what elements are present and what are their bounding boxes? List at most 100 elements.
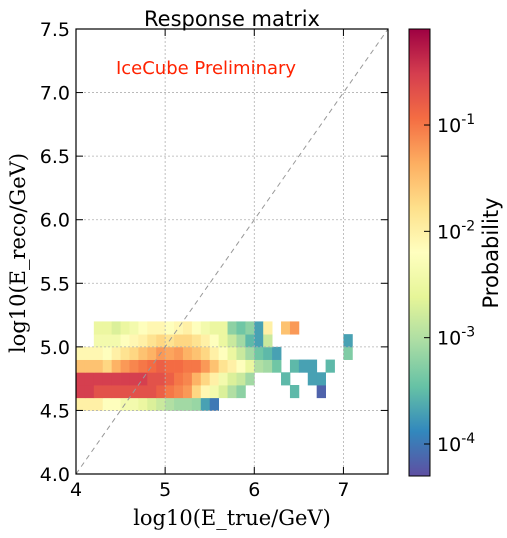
heatmap-cell [200,321,211,335]
heatmap-cell [156,372,166,386]
heatmap-cell [174,334,184,348]
heatmap-cell [76,385,86,399]
heatmap-cell [191,397,202,411]
heatmap-cell [191,359,202,373]
colorbar-ticks: 10-4 10-3 10-2 10-1 [424,112,475,456]
colorbar-tick-label: 10-3 [437,325,475,350]
heatmap-cell [182,385,193,399]
colorbar-tick-label: 10-4 [437,431,475,456]
heatmap-cell [281,321,291,335]
heatmap-cell [307,359,318,373]
heatmap-cell [325,359,335,373]
heatmap-cell [156,334,166,348]
heatmap-cell [254,334,264,348]
heatmap-cell [156,397,166,411]
colorbar-tick-label: 10-2 [437,218,475,243]
heatmap-cell [209,346,220,360]
heatmap-cell [236,385,246,399]
heatmap-cell [93,334,104,348]
heatmap-cell [200,397,211,411]
heatmap-cell [209,397,220,411]
heatmap-cell [129,346,139,360]
heatmap-cell [138,385,148,399]
heatmap-cell [84,359,95,373]
y-tick-label: 6.0 [40,210,70,232]
heatmap-cell [93,346,104,360]
heatmap-cell [111,346,121,360]
grid-lines [75,28,388,475]
heatmap-cell [120,385,130,399]
heatmap-cell [200,334,211,348]
heatmap-cell [263,359,273,373]
heatmap-cell [218,334,228,348]
heatmap-cell [138,334,148,348]
axis-ticks: 4 5 6 7 4.0 4.5 5.0 5.5 6.0 6.5 7.0 7.5 [40,19,388,501]
heatmap-cell [182,334,193,348]
heatmap-cell [236,334,246,348]
heatmap-cell [147,334,157,348]
heatmap-cell [120,334,130,348]
heatmap-cell [120,359,130,373]
heatmap-cells [76,321,353,411]
heatmap-cell [156,321,166,335]
x-tick-label: 7 [337,479,349,501]
x-tick-label: 4 [70,479,82,501]
heatmap-cell [218,385,228,399]
heatmap-cell [174,321,184,335]
heatmap-cell [182,397,193,411]
heatmap-cell [120,372,130,386]
heatmap-cell [129,397,139,411]
heatmap-cell [343,346,353,360]
heatmap-cell [129,321,139,335]
heatmap-cell [84,372,95,386]
colorbar [408,28,431,477]
heatmap-cell [343,334,353,348]
heatmap-cell [236,346,246,360]
heatmap-cell [191,385,202,399]
x-tick-label: 5 [159,479,171,501]
heatmap-cell [76,397,86,411]
heatmap-cell [254,359,264,373]
heatmap-cell [218,372,228,386]
heatmap-cell [200,372,211,386]
heatmap-cell [102,346,113,360]
heatmap-cell [138,346,148,360]
y-tick-label: 6.5 [40,146,70,168]
heatmap-cell [129,334,139,348]
heatmap-cell [174,372,184,386]
plot-frame [75,28,389,475]
heatmap-cell [147,321,157,335]
heatmap-cell [289,359,300,373]
heatmap-cell [111,321,121,335]
heatmap-cell [174,385,184,399]
heatmap-cell [129,359,139,373]
heatmap-cell [111,334,121,348]
heatmap-cell [138,397,148,411]
heatmap-cell [227,359,237,373]
heatmap-cell [182,359,193,373]
heatmap-cell [93,397,104,411]
y-tick-label: 5.0 [40,337,70,359]
heatmap-cell [209,359,220,373]
heatmap-cell [272,346,282,360]
heatmap-cell [102,385,113,399]
heatmap-cell [165,385,175,399]
heatmap-cell [289,385,300,399]
heatmap-cell [147,346,157,360]
heatmap-cell [182,346,193,360]
preliminary-annotation: IceCube Preliminary [116,58,296,79]
heatmap-cell [218,359,228,373]
heatmap-cell [111,359,121,373]
y-tick-label: 7.5 [40,19,70,41]
heatmap-cell [245,321,255,335]
heatmap-cell [281,372,291,386]
heatmap-cell [182,372,193,386]
heatmap-cell [209,334,220,348]
heatmap-cell [102,334,113,348]
heatmap-cell [76,372,86,386]
heatmap-cell [236,372,246,386]
heatmap-cell [191,321,202,335]
heatmap-cell [138,321,148,335]
identity-diagonal-line [75,28,389,475]
heatmap-cell [209,385,220,399]
